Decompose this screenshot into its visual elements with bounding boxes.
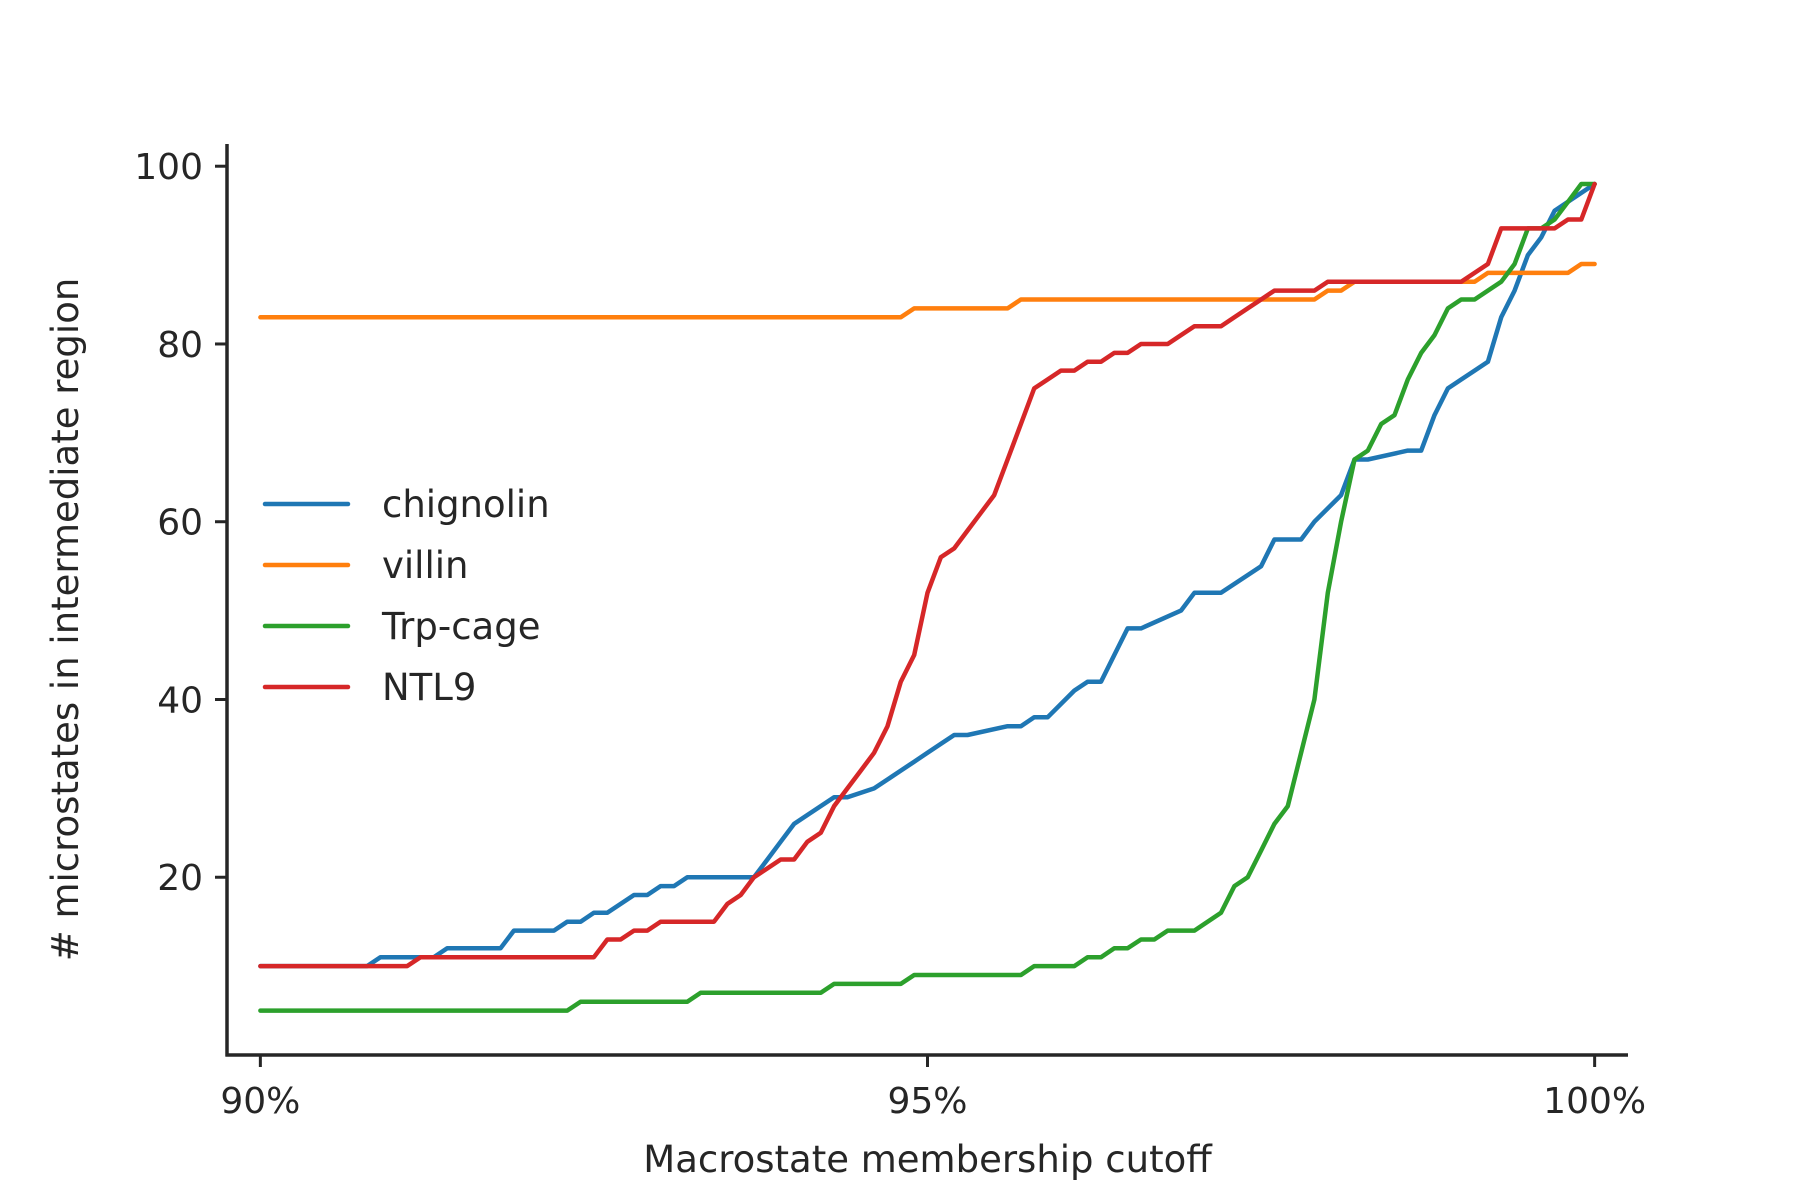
series-line-chignolin xyxy=(258,181,1597,969)
x-tick-label: 100% xyxy=(1543,1081,1646,1122)
axes: 90% 95% 100% 20 40 60 80 100 xyxy=(134,144,1646,1122)
y-ticks: 20 40 60 80 100 xyxy=(134,147,227,899)
y-tick-label: 80 xyxy=(157,325,203,366)
legend-label: NTL9 xyxy=(382,666,476,709)
y-tick-label: 60 xyxy=(157,503,203,544)
legend-label: villin xyxy=(382,544,468,587)
y-tick-label: 40 xyxy=(157,680,203,721)
x-tick-label: 95% xyxy=(887,1081,967,1122)
x-axis-title: Macrostate membership cutoff xyxy=(643,1138,1213,1181)
x-tick-label: 90% xyxy=(220,1081,300,1122)
legend-label: Trp-cage xyxy=(381,605,540,648)
x-ticks: 90% 95% 100% xyxy=(220,1055,1646,1122)
legend: chignolin villin Trp-cage NTL9 xyxy=(262,483,550,709)
series-line-villin xyxy=(258,261,1597,320)
plot-area xyxy=(258,181,1597,1013)
legend-label: chignolin xyxy=(382,483,550,526)
series-line-trp-cage xyxy=(258,181,1597,1013)
y-axis-title: # microstates in intermediate region xyxy=(44,278,87,962)
series-line-ntl9 xyxy=(258,181,1597,969)
y-tick-label: 20 xyxy=(157,858,203,899)
y-tick-label: 100 xyxy=(134,147,203,188)
